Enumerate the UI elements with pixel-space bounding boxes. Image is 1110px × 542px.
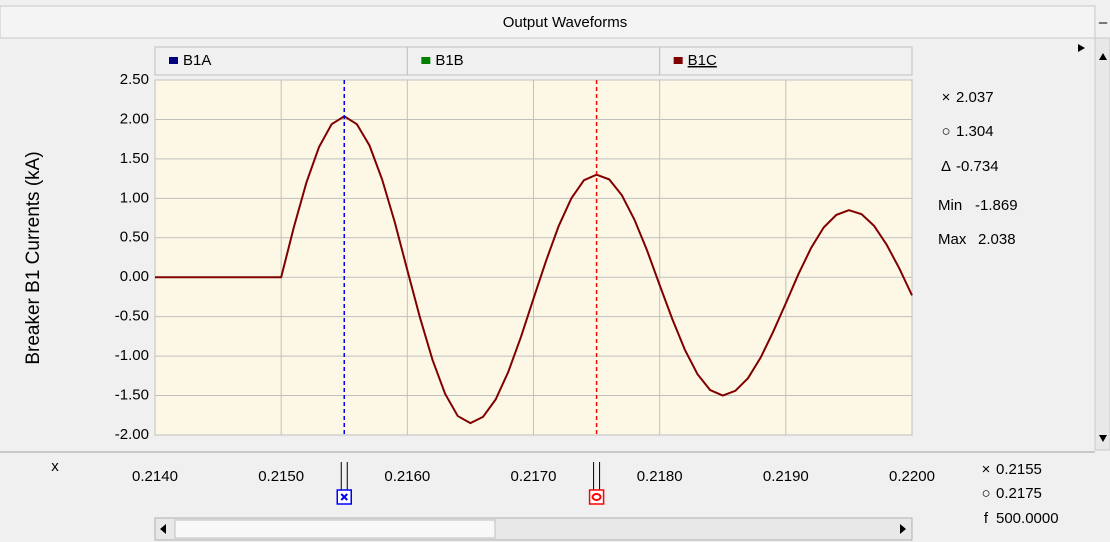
min-label: Min: [938, 197, 962, 214]
max-value: 2.038: [978, 231, 1016, 248]
x-tick-label: 0.2170: [511, 468, 557, 485]
x-tick-label: 0.2160: [384, 468, 430, 485]
legend-tab[interactable]: [406, 46, 661, 76]
delta-symbol: Δ: [941, 158, 951, 175]
legend-swatch: [169, 57, 178, 64]
y-tick-label: 2.50: [120, 71, 149, 88]
legend-scroll[interactable]: [1078, 44, 1085, 52]
cursor-y-symbol: ○: [941, 123, 950, 140]
scroll-thumb[interactable]: [174, 519, 496, 539]
cursor-icon: [591, 493, 602, 501]
delta-value: -0.734: [956, 158, 999, 175]
y-tick-label: -0.50: [115, 308, 149, 325]
x-axis-label: x: [51, 458, 59, 475]
x-tick-label: 0.2200: [889, 468, 935, 485]
cursor-x-value: 0.2175: [996, 485, 1042, 502]
legend-swatch: [673, 57, 683, 64]
y-tick-label: 1.00: [120, 189, 149, 206]
waveform-line: [155, 115, 913, 425]
x-tick-label: 0.2190: [763, 468, 809, 485]
x-tick-label: 0.2180: [637, 468, 683, 485]
legend-swatch: [421, 57, 431, 64]
legend-label: B1A: [183, 52, 211, 69]
max-label: Max: [938, 231, 967, 248]
cursor-y-value: 1.304: [956, 123, 994, 140]
cursor-x-value: 0.2155: [996, 461, 1042, 478]
title-bar: [0, 5, 1096, 39]
y-tick-label: -2.00: [115, 426, 149, 443]
legend-tab[interactable]: [659, 46, 913, 76]
collapse-button[interactable]: –: [1099, 14, 1108, 31]
scroll-right[interactable]: [900, 524, 906, 534]
x-tick-label: 0.2150: [258, 468, 304, 485]
y-tick-label: 2.00: [120, 110, 149, 127]
y-tick-label: -1.50: [115, 387, 149, 404]
cursor-y-symbol: ×: [942, 89, 951, 106]
y-tick-label: 1.50: [120, 150, 149, 167]
scroll-down[interactable]: [1099, 435, 1107, 442]
x-tick-label: 0.2140: [132, 468, 178, 485]
cursor-y-value: 2.037: [956, 89, 994, 106]
scroll-up[interactable]: [1099, 53, 1107, 60]
y-axis-label: Breaker B1 Currents (kA): [23, 151, 44, 364]
frequency-value: 500.0000: [996, 510, 1059, 527]
scroll-left[interactable]: [160, 524, 166, 534]
cursor-icon: [340, 493, 348, 501]
vertical-scrollbar[interactable]: [1094, 37, 1110, 451]
chart-title: Output Waveforms: [503, 14, 627, 31]
legend-label: B1B: [435, 52, 463, 69]
cursor-x-symbol: ×: [982, 461, 991, 478]
frequency-label: f: [984, 510, 989, 527]
y-tick-label: -1.00: [115, 347, 149, 364]
cursor-marker[interactable]: [588, 489, 605, 505]
legend-label: B1C: [688, 52, 717, 69]
cursor-x-symbol: ○: [981, 485, 990, 502]
y-tick-label: 0.50: [120, 229, 149, 246]
min-value: -1.869: [975, 197, 1018, 214]
y-tick-label: 0.00: [120, 268, 149, 285]
